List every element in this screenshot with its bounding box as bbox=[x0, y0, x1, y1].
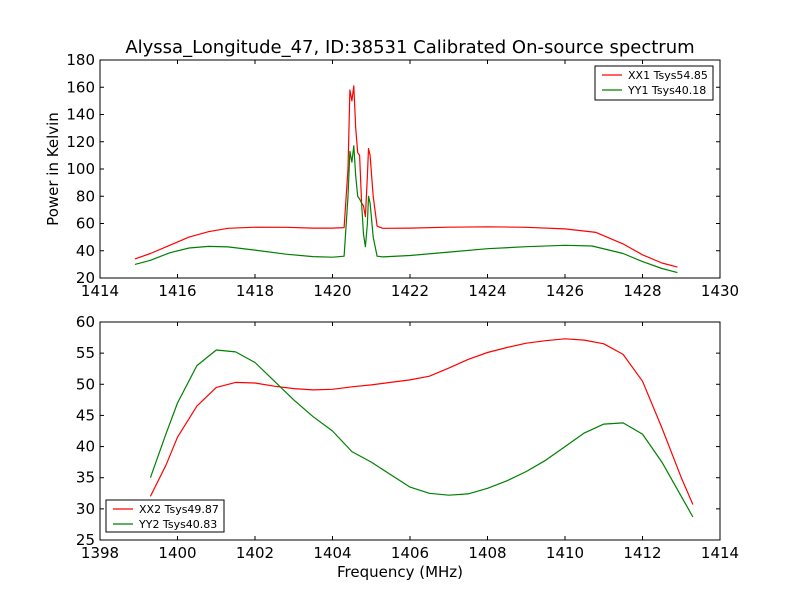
x-tick-label: 1398 bbox=[81, 544, 119, 562]
bottom-spectrum-panel: 1398 1400 1402 1404 1406 1408 1410 1412 1414 25 30… bbox=[76, 313, 739, 581]
y-tick-label: 60 bbox=[76, 313, 95, 331]
x-tick-label: 1416 bbox=[158, 282, 196, 300]
legend-box bbox=[594, 65, 714, 101]
legend-box bbox=[105, 499, 225, 533]
y-tick-label: 30 bbox=[76, 500, 95, 518]
legend-entry: XX2 Tsys49.87 bbox=[139, 503, 219, 516]
x-tick-label: 1414 bbox=[701, 544, 739, 562]
y-tick-label: 35 bbox=[76, 469, 95, 487]
y-axis-label: Power in Kelvin bbox=[44, 112, 62, 226]
x-tick-label: 1400 bbox=[158, 544, 196, 562]
x-tick-label: 1414 bbox=[81, 282, 119, 300]
series-line-2-2 bbox=[149, 349, 694, 518]
x-tick-label: 1422 bbox=[391, 282, 429, 300]
series-line-1-2 bbox=[134, 145, 678, 274]
x-tick-label: 1406 bbox=[391, 544, 429, 562]
x-tick-label: 1430 bbox=[701, 282, 739, 300]
x-tick-label: 1418 bbox=[236, 282, 274, 300]
y-tick-label: 160 bbox=[66, 78, 95, 96]
y-tick-label: 20 bbox=[76, 269, 95, 287]
y-tick-label: 80 bbox=[76, 187, 95, 205]
x-axis-label: Frequency (MHz) bbox=[337, 563, 463, 581]
figure-title: Alyssa_Longitude_47, ID:38531 Calibrated… bbox=[125, 37, 694, 58]
legend-entry: YY2 Tsys40.83 bbox=[138, 518, 217, 531]
y-tick-label: 120 bbox=[66, 133, 95, 151]
y-tick-label: 55 bbox=[76, 344, 95, 362]
y-tick-label: 50 bbox=[76, 375, 95, 393]
x-tick-label: 1408 bbox=[468, 544, 506, 562]
x-tick-label: 1426 bbox=[546, 282, 584, 300]
series-line-2-1 bbox=[149, 338, 694, 505]
x-tick-label: 1410 bbox=[546, 544, 584, 562]
x-tick-label: 1428 bbox=[623, 282, 661, 300]
legend-entry: YY1 Tsys40.18 bbox=[627, 84, 706, 97]
y-tick-label: 60 bbox=[76, 215, 95, 233]
y-tick-label: 140 bbox=[66, 106, 95, 124]
x-tick-label: 1404 bbox=[313, 544, 351, 562]
top-spectrum-panel: 1414 1416 1418 1420 1422 1424 1426 1428 1430 20 40… bbox=[44, 51, 739, 300]
y-tick-label: 40 bbox=[76, 438, 95, 456]
legend-entry: XX1 Tsys54.85 bbox=[628, 69, 708, 82]
y-tick-label: 180 bbox=[66, 51, 95, 69]
y-tick-label: 25 bbox=[76, 531, 95, 549]
y-tick-label: 40 bbox=[76, 242, 95, 260]
x-tick-label: 1424 bbox=[468, 282, 506, 300]
y-tick-label: 100 bbox=[66, 160, 95, 178]
y-tick-label: 45 bbox=[76, 406, 95, 424]
x-tick-label: 1420 bbox=[313, 282, 351, 300]
x-tick-label: 1412 bbox=[623, 544, 661, 562]
x-tick-label: 1402 bbox=[236, 544, 274, 562]
